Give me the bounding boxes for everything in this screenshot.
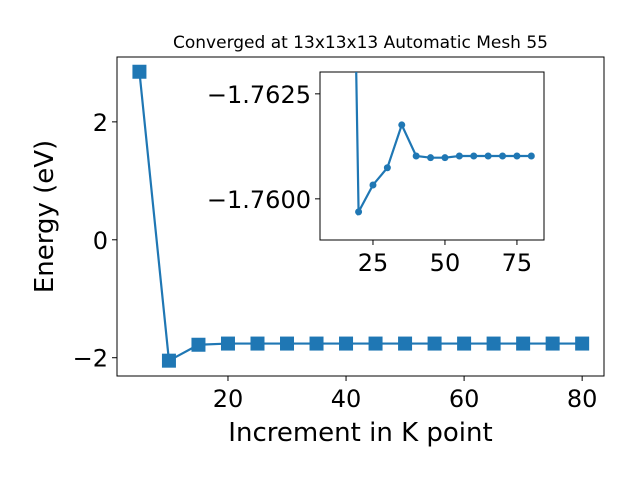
marker bbox=[398, 121, 406, 129]
marker bbox=[412, 152, 420, 160]
y-tick-label: −2 bbox=[73, 345, 108, 373]
marker bbox=[513, 152, 521, 160]
x-tick-label: 20 bbox=[213, 385, 244, 413]
marker bbox=[427, 154, 435, 162]
marker bbox=[250, 336, 265, 351]
x-tick-label: 60 bbox=[449, 385, 480, 413]
marker bbox=[398, 336, 413, 351]
x-tick-label: 50 bbox=[430, 249, 461, 277]
marker bbox=[191, 337, 206, 352]
marker bbox=[383, 164, 391, 172]
marker bbox=[527, 152, 535, 160]
marker bbox=[470, 152, 478, 160]
y-tick-label: 0 bbox=[93, 227, 108, 255]
y-tick-label: 2 bbox=[93, 109, 108, 137]
marker bbox=[575, 336, 590, 351]
marker bbox=[355, 208, 363, 216]
marker bbox=[220, 336, 235, 351]
marker bbox=[427, 336, 442, 351]
x-tick-label: 40 bbox=[331, 385, 362, 413]
marker bbox=[499, 152, 507, 160]
y-axis-label: Energy (eV) bbox=[30, 140, 60, 293]
marker bbox=[368, 336, 383, 351]
marker bbox=[441, 154, 449, 162]
line bbox=[138, 71, 583, 363]
y-tick-label: −1.7625 bbox=[207, 81, 311, 109]
x-axis-label: Increment in K point bbox=[228, 418, 492, 448]
marker bbox=[486, 336, 501, 351]
x-tick-label: 25 bbox=[358, 249, 389, 277]
marker bbox=[455, 152, 463, 160]
marker bbox=[516, 336, 531, 351]
plot-content bbox=[132, 64, 590, 368]
marker bbox=[339, 336, 354, 351]
marker bbox=[280, 336, 295, 351]
marker bbox=[484, 152, 492, 160]
marker bbox=[545, 336, 560, 351]
marker bbox=[369, 181, 377, 189]
y-tick-label: −1.7600 bbox=[207, 186, 311, 214]
marker bbox=[309, 336, 324, 351]
marker bbox=[457, 336, 472, 351]
chart-title: Converged at 13x13x13 Automatic Mesh 55 bbox=[173, 33, 548, 53]
x-tick-label: 80 bbox=[567, 385, 598, 413]
x-tick-label: 75 bbox=[502, 249, 533, 277]
marker bbox=[132, 64, 147, 79]
plot-content bbox=[355, 72, 535, 217]
marker bbox=[161, 353, 176, 368]
